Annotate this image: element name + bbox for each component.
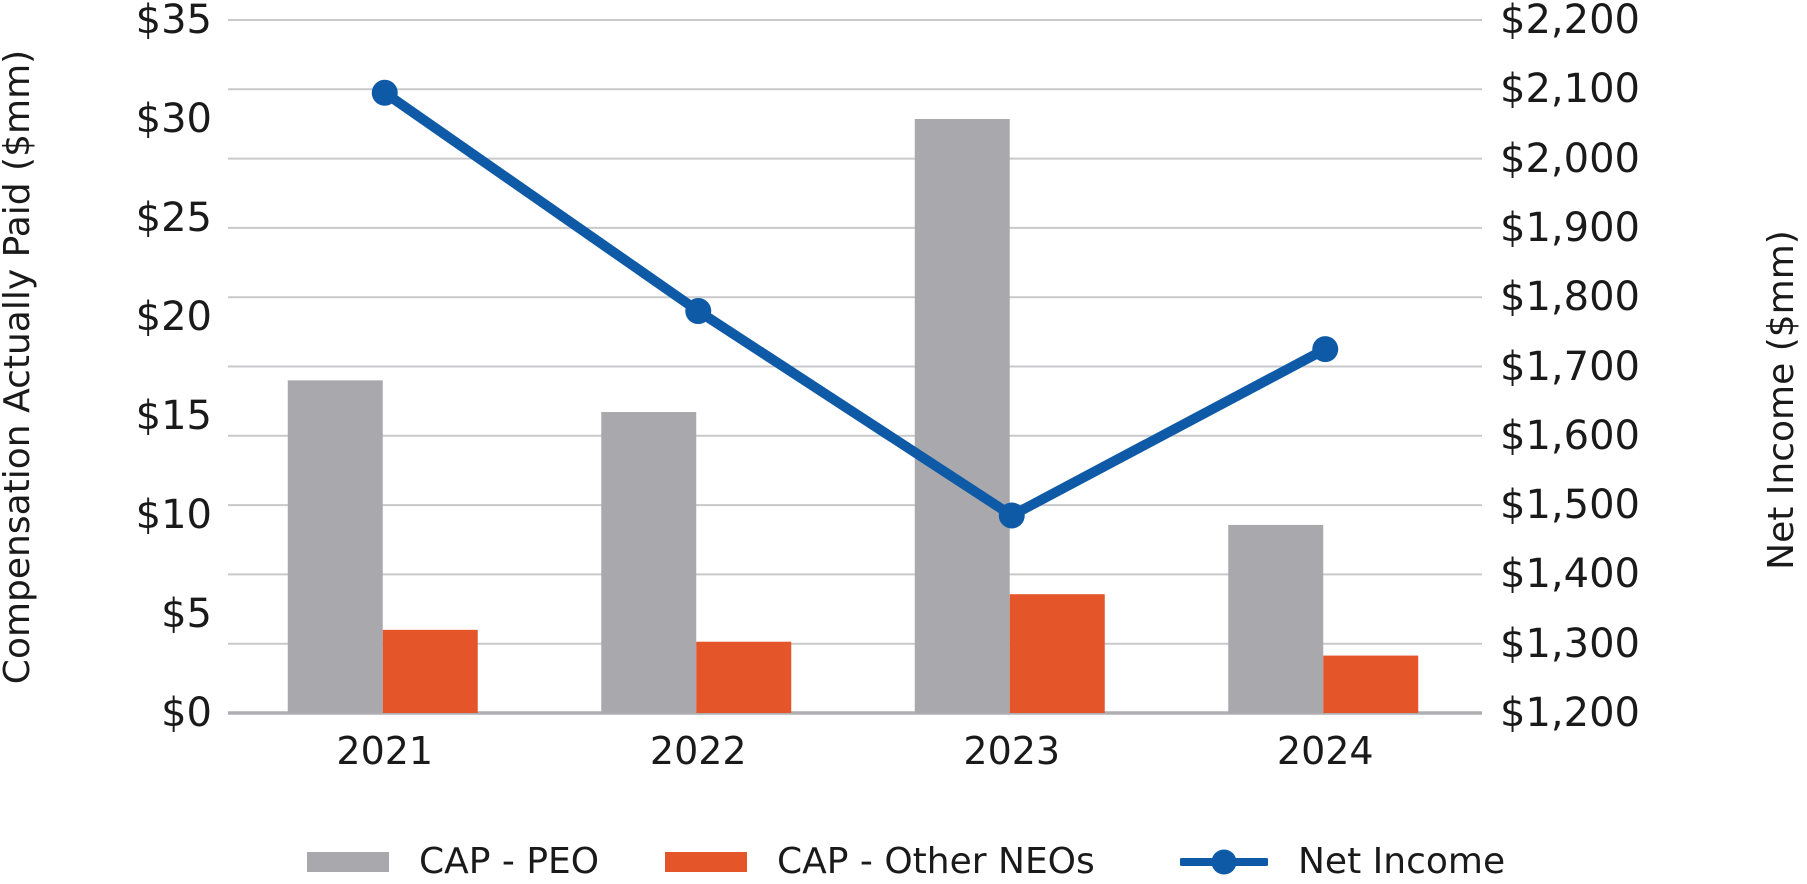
- bar-cap-peo-2021: [287, 380, 383, 713]
- right-axis-tick-label: $1,600: [1500, 412, 1640, 459]
- right-axis-tick-label: $1,400: [1500, 551, 1640, 598]
- left-axis-tick-label: $5: [161, 591, 212, 637]
- net-income-point-2024: [1312, 336, 1339, 363]
- right-axis-tick-label: $1,200: [1500, 690, 1640, 736]
- bar-cap-other-neos-2024: [1323, 655, 1419, 713]
- legend-item-cap-other-neos: CAP - Other NEOs: [665, 840, 1095, 884]
- right-axis-tick-label: $1,300: [1500, 620, 1640, 667]
- bar-cap-peo-2024: [1228, 524, 1324, 713]
- net-income-point-2021: [371, 79, 398, 106]
- left-axis-tick-label: $35: [135, 0, 212, 43]
- bar-cap-peo-2022: [601, 412, 697, 713]
- net-income-line: [379, 87, 1331, 521]
- legend-swatch-cap-peo: [307, 852, 389, 872]
- x-axis-label-2021: 2021: [336, 729, 434, 773]
- bar-cap-other-neos-2023: [1009, 594, 1105, 713]
- right-axis-title: Net Income ($mm): [1761, 230, 1802, 570]
- x-axis-label-2022: 2022: [649, 729, 747, 773]
- right-axis-tick-label: $2,200: [1500, 0, 1640, 43]
- legend-item-net-income: Net Income: [1180, 840, 1505, 884]
- bar-cap-other-neos-2021: [382, 629, 478, 713]
- right-axis-tick-label: $1,900: [1500, 204, 1640, 251]
- net-income-point-2022: [685, 298, 712, 325]
- legend-item-cap-peo: CAP - PEO: [307, 840, 599, 884]
- right-axis-tick-label: $2,000: [1500, 135, 1640, 182]
- right-axis-tick-label: $1,700: [1500, 343, 1640, 390]
- right-axis-tick-label: $2,100: [1500, 66, 1640, 113]
- right-axis-tick-label: $1,800: [1500, 274, 1640, 321]
- bar-cap-peo-2023: [914, 119, 1010, 713]
- x-axis-label-2023: 2023: [963, 729, 1061, 773]
- left-axis-title: Compensation Actually Paid ($mm): [0, 49, 38, 685]
- right-axis-tick-label: $1,500: [1500, 482, 1640, 529]
- bar-cap-other-neos-2022: [696, 641, 792, 713]
- left-axis-tick-label: $10: [135, 492, 212, 538]
- left-axis-tick-label: $30: [135, 96, 212, 142]
- legend-label-cap-peo: CAP - PEO: [419, 841, 600, 882]
- legend-label-cap-other-neos: CAP - Other NEOs: [777, 841, 1095, 882]
- x-axis-label-2024: 2024: [1276, 729, 1374, 773]
- left-axis-tick-label: $15: [135, 393, 212, 439]
- legend-label-net-income: Net Income: [1298, 841, 1506, 882]
- left-axis-tick-label: $0: [161, 690, 212, 736]
- left-axis-tick-label: $25: [135, 195, 212, 241]
- net-income-point-2023: [998, 502, 1025, 529]
- legend-swatch-cap-other-neos: [665, 852, 747, 872]
- left-axis-tick-label: $20: [135, 294, 212, 340]
- legend-line-marker-net-income: [1180, 849, 1268, 875]
